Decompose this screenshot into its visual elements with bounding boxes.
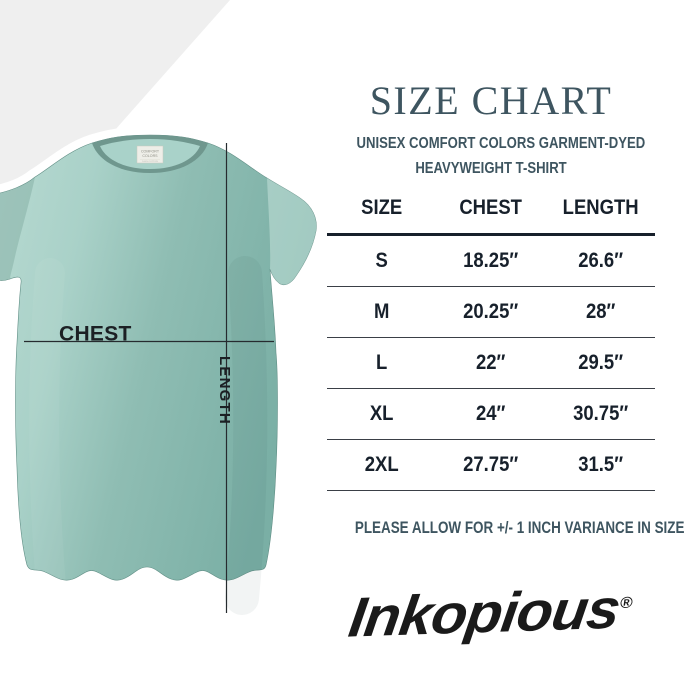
svg-text:COLORS: COLORS	[142, 154, 158, 158]
svg-text:CHEST: CHEST	[59, 323, 132, 346]
svg-text:COMFORT: COMFORT	[141, 150, 160, 154]
svg-text:100% COTTON: 100% COTTON	[142, 161, 158, 163]
svg-text:LENGTH: LENGTH	[216, 356, 233, 425]
